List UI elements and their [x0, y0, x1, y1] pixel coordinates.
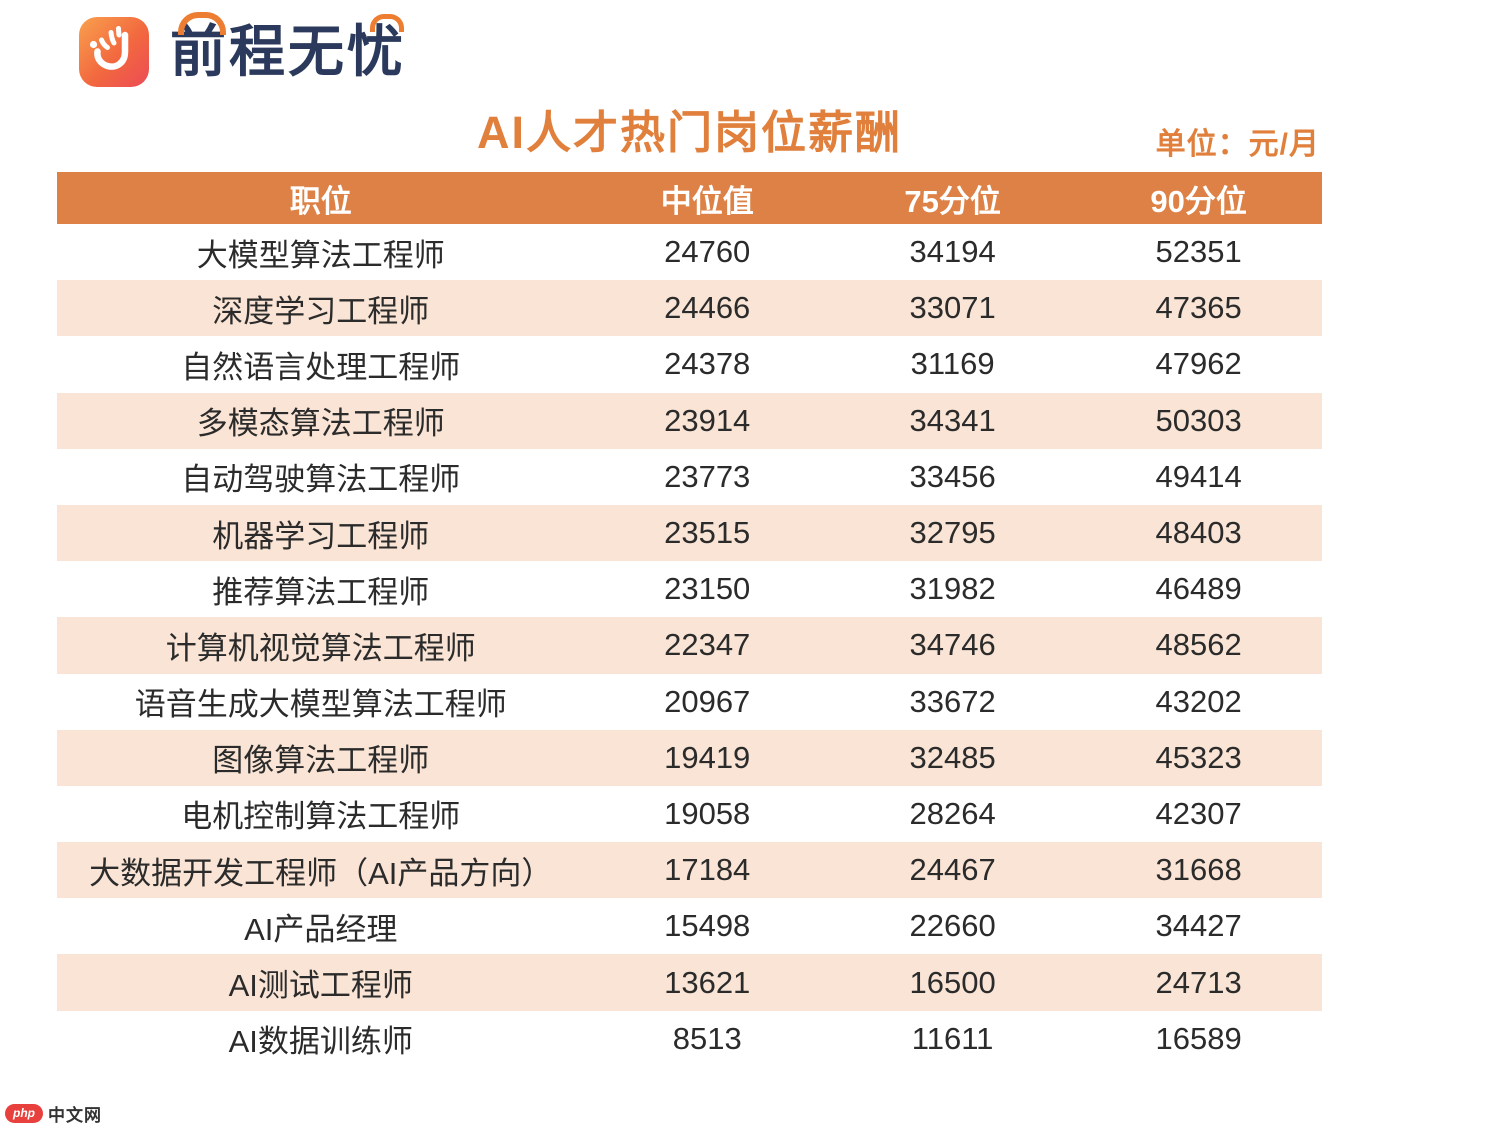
table-row: AI数据训练师 8513 11611 16589 — [57, 1011, 1322, 1067]
salary-value-cell: 24760 — [664, 234, 751, 270]
salary-value-cell: 49414 — [1155, 458, 1242, 494]
job-title-cell: 机器学习工程师 — [212, 518, 430, 554]
job-title-cell: 多模态算法工程师 — [196, 406, 445, 442]
salary-value-cell: 22347 — [664, 627, 751, 663]
job-title-cell: 图像算法工程师 — [212, 743, 430, 779]
salary-value-cell: 33672 — [909, 683, 996, 719]
salary-value-cell: 50303 — [1155, 402, 1242, 438]
table-row: 多模态算法工程师 23914 34341 50303 — [57, 392, 1322, 449]
job-title-cell: 计算机视觉算法工程师 — [165, 630, 476, 666]
table-row: 深度学习工程师 24466 33071 47365 — [57, 280, 1322, 337]
table-row: 计算机视觉算法工程师 22347 34746 48562 — [57, 617, 1322, 674]
table-row: 机器学习工程师 23515 32795 48403 — [57, 504, 1322, 562]
salary-value-cell: 11611 — [911, 1020, 994, 1056]
column-header-position: 职位 — [289, 183, 352, 219]
salary-value-cell: 46489 — [1155, 571, 1242, 607]
job-title-cell: 电机控制算法工程师 — [181, 799, 461, 835]
salary-value-cell: 23150 — [664, 571, 751, 607]
salary-value-cell: 8513 — [672, 1020, 742, 1056]
salary-value-cell: 34341 — [909, 402, 996, 438]
salary-value-cell: 31668 — [1155, 852, 1242, 888]
salary-value-cell: 19058 — [664, 795, 751, 831]
salary-value-cell: 33071 — [909, 290, 996, 326]
column-header-p75: 75分位 — [904, 183, 1001, 219]
table-row: AI产品经理 15498 22660 34427 — [57, 898, 1322, 954]
logo-text: 前程无忧 — [170, 12, 406, 83]
salary-value-cell: 20967 — [664, 683, 751, 719]
job-title-cell: 大数据开发工程师（AI产品方向） — [89, 855, 553, 891]
logo-accent-arc2-icon — [370, 14, 404, 33]
job-title-cell: 推荐算法工程师 — [212, 574, 430, 610]
salary-value-cell: 47962 — [1155, 346, 1242, 382]
job-title-cell: 深度学习工程师 — [212, 293, 430, 329]
php-badge: php — [5, 1103, 43, 1124]
salary-value-cell: 28264 — [909, 795, 996, 831]
job-title-cell: AI产品经理 — [244, 911, 398, 947]
salary-value-cell: 48562 — [1155, 627, 1242, 663]
table-row: AI测试工程师 13621 16500 24713 — [57, 954, 1322, 1011]
salary-value-cell: 15498 — [664, 908, 751, 944]
salary-value-cell: 23515 — [664, 515, 751, 551]
salary-value-cell: 34427 — [1155, 908, 1242, 944]
table-row: 推荐算法工程师 23150 31982 46489 — [57, 561, 1322, 617]
logo-accent-arc-icon — [178, 12, 226, 36]
salary-value-cell: 34746 — [909, 627, 996, 663]
salary-value-cell: 32795 — [909, 515, 996, 551]
logo: 前程无忧 — [78, 12, 406, 88]
salary-value-cell: 22660 — [909, 908, 996, 944]
51job-hand-icon — [79, 17, 149, 87]
job-title-cell: 自动驾驶算法工程师 — [181, 462, 461, 498]
salary-value-cell: 47365 — [1155, 290, 1242, 326]
salary-table: 职位 中位值 75分位 90分位 大模型算法工程师 24760 34194 52351… — [57, 172, 1322, 1067]
salary-value-cell: 42307 — [1155, 795, 1242, 831]
job-title-cell: AI数据训练师 — [228, 1024, 413, 1060]
salary-value-cell: 17184 — [664, 852, 751, 888]
watermark-text: 中文网 — [48, 1106, 102, 1125]
salary-value-cell: 16500 — [909, 964, 996, 1000]
salary-value-cell: 34194 — [909, 234, 996, 270]
salary-value-cell: 52351 — [1155, 234, 1242, 270]
job-title-cell: 语音生成大模型算法工程师 — [134, 687, 507, 723]
table-header-row: 职位 中位值 75分位 90分位 — [57, 172, 1322, 224]
table-row: 大数据开发工程师（AI产品方向） 17184 24467 31668 — [57, 842, 1322, 899]
job-title-cell: AI测试工程师 — [228, 968, 413, 1004]
table-row: 自然语言处理工程师 24378 31169 47962 — [57, 336, 1322, 392]
salary-value-cell: 24467 — [909, 852, 996, 888]
salary-value-cell: 48403 — [1155, 515, 1242, 551]
salary-value-cell: 31169 — [910, 346, 995, 382]
salary-value-cell: 13621 — [664, 964, 751, 1000]
table-body: 大模型算法工程师 24760 34194 52351 深度学习工程师 24466 33071… — [57, 224, 1322, 1067]
table-row: 自动驾驶算法工程师 23773 33456 49414 — [57, 449, 1322, 505]
salary-value-cell: 23914 — [664, 402, 751, 438]
watermark: php 中文网 — [5, 1101, 102, 1126]
salary-value-cell: 31982 — [909, 571, 996, 607]
salary-value-cell: 24466 — [664, 290, 751, 326]
column-header-p90: 90分位 — [1150, 183, 1247, 219]
salary-value-cell: 32485 — [909, 739, 996, 775]
table-row: 大模型算法工程师 24760 34194 52351 — [57, 224, 1322, 280]
salary-value-cell: 24713 — [1155, 964, 1242, 1000]
salary-value-cell: 19419 — [664, 739, 751, 775]
salary-value-cell: 45323 — [1155, 739, 1242, 775]
table-row: 电机控制算法工程师 19058 28264 42307 — [57, 786, 1322, 842]
table-row: 图像算法工程师 19419 32485 45323 — [57, 729, 1322, 786]
table-row: 语音生成大模型算法工程师 20967 33672 43202 — [57, 674, 1322, 730]
salary-value-cell: 43202 — [1155, 683, 1242, 719]
salary-value-cell: 24378 — [664, 346, 751, 382]
job-title-cell: 自然语言处理工程师 — [181, 349, 461, 385]
salary-value-cell: 23773 — [664, 458, 751, 494]
page-title: AI人才热门岗位薪酬 — [476, 107, 902, 158]
salary-value-cell: 16589 — [1155, 1020, 1242, 1056]
unit-label: 单位：元/月 — [1155, 128, 1320, 161]
job-title-cell: 大模型算法工程师 — [196, 237, 445, 273]
salary-value-cell: 33456 — [909, 458, 996, 494]
column-header-median: 中位值 — [660, 183, 754, 219]
